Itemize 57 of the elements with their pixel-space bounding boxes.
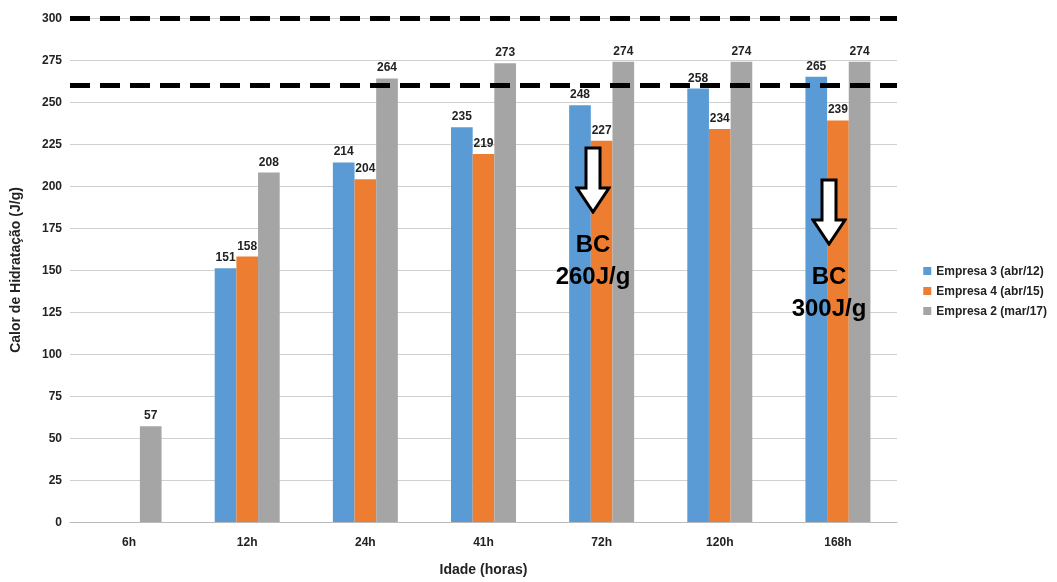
data-label: 234 bbox=[709, 110, 731, 125]
data-label: 264 bbox=[377, 60, 398, 75]
y-tick-label: 0 bbox=[55, 515, 63, 529]
y-tick-label: 100 bbox=[41, 347, 63, 361]
y-tick-label: 150 bbox=[41, 263, 63, 277]
data-label: 248 bbox=[569, 87, 591, 102]
bar bbox=[687, 88, 709, 522]
y-tick-label: 25 bbox=[48, 473, 63, 487]
data-label: 258 bbox=[688, 70, 709, 85]
y-tick-label: 300 bbox=[41, 11, 63, 25]
y-tick-label: 175 bbox=[41, 221, 63, 235]
x-tick-label: 6h bbox=[122, 535, 137, 549]
data-label: 274 bbox=[613, 43, 634, 58]
data-label: 265 bbox=[806, 58, 827, 73]
data-label: 57 bbox=[144, 408, 158, 423]
x-axis-title: Idade (horas) bbox=[439, 561, 528, 577]
legend-label: Empresa 2 (mar/17) bbox=[936, 304, 1048, 318]
x-tick-label: 41h bbox=[473, 535, 494, 549]
data-label: 151 bbox=[215, 250, 236, 265]
bar bbox=[354, 179, 377, 522]
bar bbox=[214, 268, 237, 522]
data-label: 219 bbox=[473, 136, 494, 151]
data-label: 208 bbox=[258, 154, 280, 169]
bar bbox=[258, 172, 280, 522]
bar bbox=[472, 154, 495, 522]
data-label: 204 bbox=[355, 161, 376, 176]
legend-label: Empresa 3 (abr/12) bbox=[936, 264, 1044, 278]
y-tick-label: 275 bbox=[41, 53, 63, 67]
y-tick-label: 50 bbox=[48, 431, 63, 445]
y-tick-label: 225 bbox=[41, 137, 63, 151]
legend-label: Empresa 4 (abr/15) bbox=[936, 284, 1044, 298]
data-label: 158 bbox=[237, 238, 258, 253]
bar bbox=[139, 426, 162, 522]
data-label: 239 bbox=[827, 102, 849, 117]
x-tick-label: 120h bbox=[706, 535, 734, 549]
y-tick-label: 250 bbox=[41, 95, 63, 109]
bar bbox=[376, 78, 398, 522]
x-tick-label: 24h bbox=[355, 535, 376, 549]
y-tick-label: 125 bbox=[41, 305, 63, 319]
bar bbox=[332, 162, 355, 522]
x-tick-label: 12h bbox=[236, 535, 258, 549]
bar bbox=[236, 256, 259, 522]
y-axis-title: Calor de Hidratação (J/g) bbox=[7, 187, 23, 353]
bar bbox=[451, 127, 473, 522]
bar bbox=[708, 128, 731, 522]
x-tick-label: 72h bbox=[591, 535, 612, 549]
data-label: 274 bbox=[731, 43, 752, 58]
bar bbox=[494, 63, 516, 522]
data-label: 274 bbox=[849, 43, 870, 58]
data-label: 214 bbox=[333, 144, 355, 159]
data-label: 235 bbox=[451, 109, 473, 124]
data-label: 227 bbox=[591, 122, 612, 137]
bar bbox=[730, 61, 753, 522]
data-label: 273 bbox=[495, 45, 516, 60]
y-tick-label: 75 bbox=[48, 389, 63, 403]
y-tick-label: 200 bbox=[41, 179, 63, 193]
x-tick-label: 168h bbox=[824, 535, 852, 549]
